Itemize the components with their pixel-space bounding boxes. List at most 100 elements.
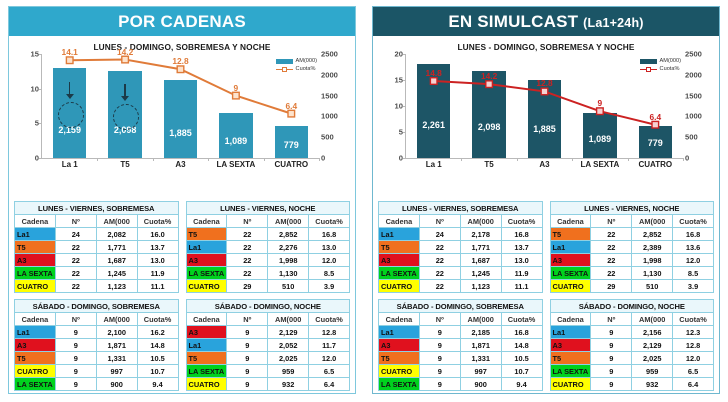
- bar-value-label: 2,261: [422, 119, 445, 130]
- table-row[interactable]: A3 9 1,871 14.8: [378, 338, 543, 352]
- legend-label: Cuota%: [295, 66, 316, 72]
- table-row[interactable]: La1 22 2,389 13.6: [549, 240, 714, 254]
- cell-cuota: 6.5: [308, 364, 350, 378]
- cuota-value-label: 9: [597, 98, 603, 109]
- table-row[interactable]: T5 22 2,852 16.8: [549, 227, 714, 241]
- table-row[interactable]: LA SEXTA 22 1,130 8.5: [185, 266, 350, 280]
- line-swatch-icon: [639, 66, 657, 72]
- cell-n: 22: [418, 240, 461, 254]
- table-row[interactable]: LA SEXTA 9 959 6.5: [549, 364, 714, 378]
- table-row[interactable]: La1 24 2,082 16.0: [14, 227, 179, 241]
- left-chart-title: LUNES - DOMINGO, SOBREMESA Y NOCHE: [93, 42, 271, 52]
- panel-en-simulcast: EN SIMULCAST (La1+24h) LUNES - DOMINGO, …: [364, 0, 728, 402]
- category-label: A3: [539, 160, 550, 169]
- table-row[interactable]: T5 22 1,771 13.7: [14, 240, 179, 254]
- column-header: Cadena: [378, 312, 420, 326]
- cuota-line-series: [65, 55, 296, 118]
- cell-n: 24: [54, 227, 97, 241]
- table-row[interactable]: A3 9 2,129 12.8: [185, 325, 350, 339]
- annotation-circle: [113, 103, 140, 130]
- cell-chain: T5: [549, 351, 592, 365]
- cell-n: 22: [226, 253, 269, 267]
- cell-n: 9: [418, 364, 461, 378]
- table-row[interactable]: A3 9 1,871 14.8: [14, 338, 179, 352]
- y-right-tick: 2500: [685, 49, 702, 59]
- cell-n: 29: [590, 279, 633, 293]
- y-tick: [403, 80, 406, 81]
- table-row[interactable]: CUATRO 22 1,123 11.1: [14, 279, 179, 293]
- y-left-tick: 5: [398, 127, 403, 137]
- left-tables: LUNES - VIERNES, SOBREMESA Cadena Nº AM(000…: [9, 197, 355, 396]
- table-row[interactable]: CUATRO 9 997 10.7: [378, 364, 543, 378]
- cell-am: 1,687: [459, 253, 502, 267]
- table-row[interactable]: T5 9 1,331 10.5: [378, 351, 543, 365]
- cell-n: 22: [226, 266, 269, 280]
- table-row[interactable]: T5 9 2,025 12.0: [185, 351, 350, 365]
- table-row[interactable]: LA SEXTA 9 959 6.5: [185, 364, 350, 378]
- cell-am: 510: [267, 279, 310, 293]
- table-row[interactable]: La1 9 2,185 16.8: [378, 325, 543, 339]
- table-row[interactable]: CUATRO 29 510 3.9: [549, 279, 714, 293]
- legend-label: AM(000): [659, 58, 681, 64]
- right-chart-y-axis-right: 2500 2000 1500 1000 500 0: [685, 50, 711, 163]
- table-row[interactable]: La1 22 2,276 13.0: [185, 240, 350, 254]
- cell-n: 9: [590, 364, 633, 378]
- cell-cuota: 16.8: [308, 227, 350, 241]
- cell-n: 22: [54, 279, 97, 293]
- table-row[interactable]: CUATRO 9 932 6.4: [549, 377, 714, 391]
- cell-n: 22: [590, 240, 633, 254]
- cell-n: 22: [418, 266, 461, 280]
- table-row[interactable]: CUATRO 29 510 3.9: [185, 279, 350, 293]
- column-header: Cadena: [14, 312, 56, 326]
- table-sd-noche: SÁBADO - DOMINGO, NOCHE Cadena Nº AM(000 Cuo…: [549, 299, 714, 391]
- category-label: LA SEXTA: [580, 160, 620, 169]
- cell-cuota: 6.4: [672, 377, 714, 391]
- table-row[interactable]: CUATRO 22 1,123 11.1: [378, 279, 543, 293]
- table-row[interactable]: CUATRO 9 932 6.4: [185, 377, 350, 391]
- table-row[interactable]: CUATRO 9 997 10.7: [14, 364, 179, 378]
- column-header: Cuota%: [672, 312, 714, 326]
- bar-la-sexta: [583, 112, 617, 158]
- table-row[interactable]: A3 22 1,687 13.0: [14, 253, 179, 267]
- cell-cuota: 14.8: [500, 338, 543, 352]
- table-row[interactable]: T5 9 2,025 12.0: [549, 351, 714, 365]
- column-header: Nº: [418, 312, 461, 326]
- cell-am: 1,123: [95, 279, 138, 293]
- table-row[interactable]: T5 22 1,771 13.7: [378, 240, 543, 254]
- table-row[interactable]: La1 9 2,100 16.2: [14, 325, 179, 339]
- y-tick: [39, 88, 42, 90]
- table-row[interactable]: A3 22 1,998 12.0: [549, 253, 714, 267]
- table-row[interactable]: A3 9 2,129 12.8: [549, 338, 714, 352]
- table-row[interactable]: LA SEXTA 9 900 9.4: [14, 377, 179, 391]
- table-row[interactable]: LA SEXTA 22 1,130 8.5: [549, 266, 714, 280]
- y-left-tick: 20: [394, 49, 403, 59]
- column-header: Cadena: [549, 214, 592, 228]
- table-row[interactable]: LA SEXTA 9 900 9.4: [378, 377, 543, 391]
- table-row[interactable]: A3 22 1,687 13.0: [378, 253, 543, 267]
- table-row[interactable]: A3 22 1,998 12.0: [185, 253, 350, 267]
- right-chart-legend: AM(000) Cuota%: [639, 58, 681, 74]
- cell-chain: CUATRO: [549, 279, 592, 293]
- y-right-tick: 2000: [321, 70, 338, 80]
- cell-am: 1,331: [95, 351, 138, 365]
- cell-am: 510: [631, 279, 674, 293]
- bar-value-label: 779: [283, 139, 299, 150]
- cell-n: 9: [226, 325, 269, 339]
- cell-n: 22: [590, 253, 633, 267]
- table-row[interactable]: LA SEXTA 22 1,245 11.9: [378, 266, 543, 280]
- cell-am: 959: [267, 364, 310, 378]
- table-row[interactable]: La1 9 2,156 12.3: [549, 325, 714, 339]
- table-row[interactable]: La1 9 2,052 11.7: [185, 338, 350, 352]
- category-label: La 1: [425, 160, 442, 169]
- cell-chain: CUATRO: [549, 377, 592, 391]
- table-row[interactable]: LA SEXTA 22 1,245 11.9: [14, 266, 179, 280]
- table-row[interactable]: T5 9 1,331 10.5: [14, 351, 179, 365]
- cell-n: 9: [226, 377, 269, 391]
- y-tick: [39, 123, 42, 125]
- legend-label: AM(000): [295, 58, 317, 64]
- table-row[interactable]: T5 22 2,852 16.8: [185, 227, 350, 241]
- right-panel-banner: EN SIMULCAST (La1+24h): [373, 7, 719, 36]
- cell-am: 1,771: [459, 240, 502, 254]
- table-row[interactable]: La1 24 2,178 16.8: [378, 227, 543, 241]
- y-left-tick: 0: [398, 153, 403, 163]
